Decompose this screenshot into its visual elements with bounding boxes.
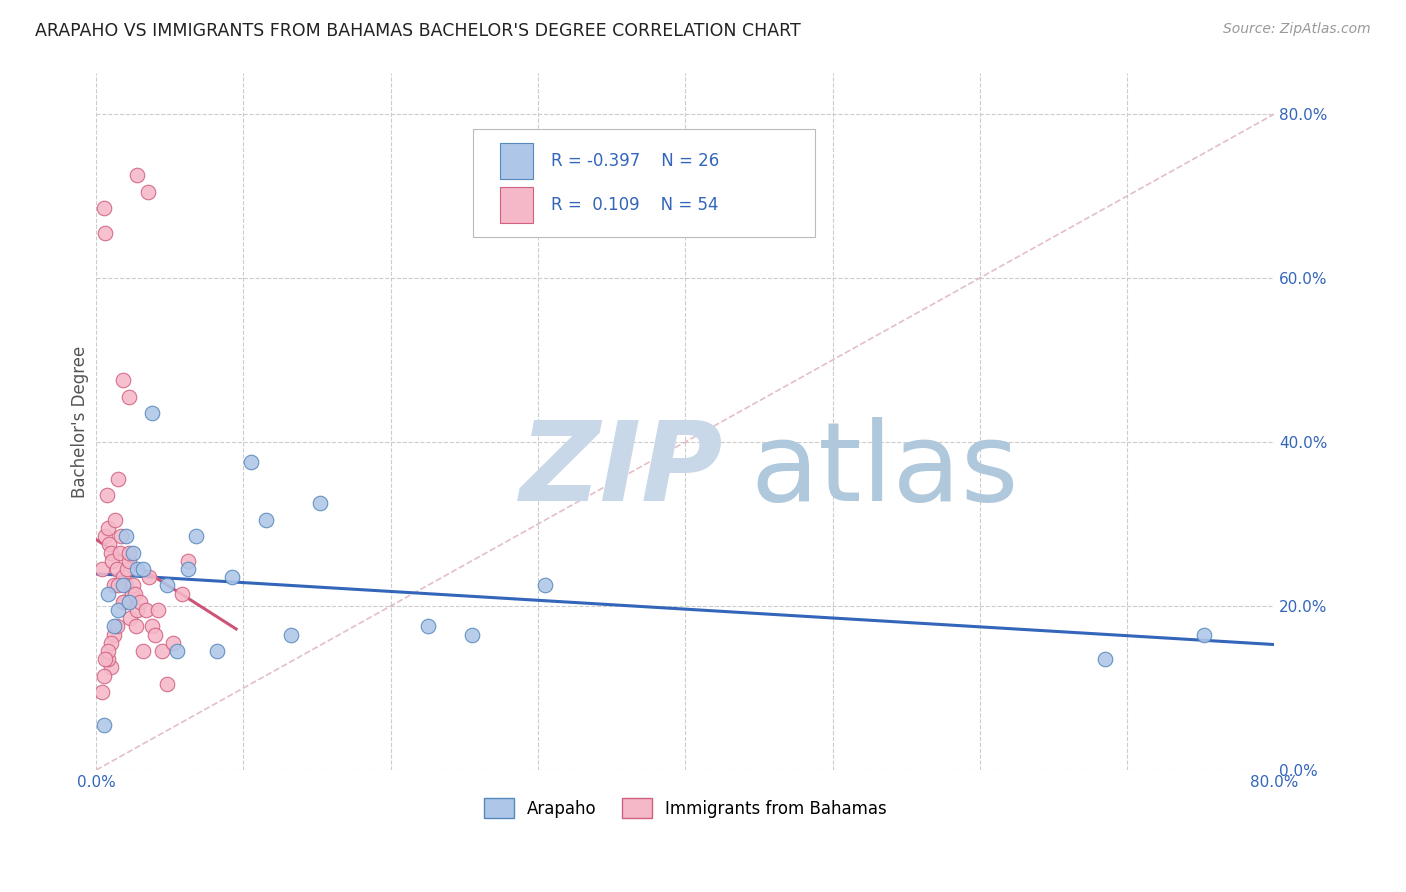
Text: R = -0.397    N = 26: R = -0.397 N = 26 — [551, 152, 720, 169]
Point — [138, 570, 160, 584]
Point — [129, 595, 152, 609]
Point — [143, 628, 166, 642]
Y-axis label: Bachelor's Degree: Bachelor's Degree — [72, 345, 89, 498]
Text: R =  0.109    N = 54: R = 0.109 N = 54 — [551, 195, 718, 214]
Point — [101, 554, 124, 568]
Point — [97, 521, 120, 535]
Point — [103, 628, 125, 642]
Point — [110, 529, 132, 543]
Point — [1192, 628, 1215, 642]
Point — [93, 718, 115, 732]
Point — [125, 619, 148, 633]
Point — [117, 390, 139, 404]
Point — [91, 562, 114, 576]
Point — [534, 578, 557, 592]
Point — [135, 603, 157, 617]
Bar — [501, 186, 533, 223]
Point — [105, 619, 128, 633]
Point — [254, 513, 277, 527]
Point — [107, 472, 129, 486]
Point — [103, 619, 125, 633]
Point — [205, 644, 228, 658]
Point — [103, 578, 125, 592]
Point — [280, 628, 302, 642]
Point — [117, 554, 139, 568]
Point — [112, 595, 135, 609]
Text: ARAPAHO VS IMMIGRANTS FROM BAHAMAS BACHELOR'S DEGREE CORRELATION CHART: ARAPAHO VS IMMIGRANTS FROM BAHAMAS BACHE… — [35, 22, 801, 40]
Point — [98, 537, 121, 551]
Point — [93, 202, 115, 216]
Point — [107, 578, 129, 592]
Point — [127, 562, 149, 576]
Point — [141, 406, 163, 420]
Point — [132, 562, 155, 576]
Point — [221, 570, 243, 584]
Point — [94, 226, 117, 240]
Point — [114, 529, 136, 543]
Point — [94, 652, 117, 666]
Point — [111, 578, 134, 592]
Point — [97, 652, 120, 666]
Point — [309, 496, 332, 510]
Point — [1094, 652, 1116, 666]
Point — [105, 562, 128, 576]
Point — [176, 562, 198, 576]
Point — [132, 644, 155, 658]
Point — [156, 677, 179, 691]
Point — [91, 685, 114, 699]
Point — [141, 619, 163, 633]
Point — [121, 587, 143, 601]
Point — [176, 554, 198, 568]
Point — [111, 595, 134, 609]
Legend: Arapaho, Immigrants from Bahamas: Arapaho, Immigrants from Bahamas — [477, 792, 893, 824]
Point — [136, 185, 159, 199]
Point — [117, 546, 139, 560]
Point — [170, 587, 193, 601]
Point — [127, 169, 149, 183]
Text: Source: ZipAtlas.com: Source: ZipAtlas.com — [1223, 22, 1371, 37]
Point — [115, 562, 138, 576]
Bar — [501, 143, 533, 179]
Point — [461, 628, 484, 642]
Point — [111, 374, 134, 388]
Point — [100, 660, 122, 674]
Point — [114, 578, 136, 592]
Point — [162, 636, 184, 650]
FancyBboxPatch shape — [474, 128, 815, 236]
Point — [100, 636, 122, 650]
Point — [146, 603, 169, 617]
Point — [124, 587, 146, 601]
Point — [93, 669, 115, 683]
Point — [97, 644, 120, 658]
Point — [100, 546, 122, 560]
Point — [117, 595, 139, 609]
Point — [122, 546, 145, 560]
Point — [108, 546, 131, 560]
Point — [97, 587, 120, 601]
Point — [156, 578, 179, 592]
Text: ZIP: ZIP — [520, 417, 724, 524]
Point — [120, 611, 142, 625]
Point — [96, 488, 118, 502]
Point — [122, 578, 145, 592]
Point — [166, 644, 188, 658]
Point — [152, 644, 174, 658]
Point — [104, 513, 127, 527]
Point — [94, 529, 117, 543]
Point — [127, 603, 149, 617]
Point — [186, 529, 208, 543]
Point — [239, 455, 262, 469]
Point — [111, 570, 134, 584]
Point — [416, 619, 439, 633]
Text: atlas: atlas — [749, 417, 1018, 524]
Point — [107, 603, 129, 617]
